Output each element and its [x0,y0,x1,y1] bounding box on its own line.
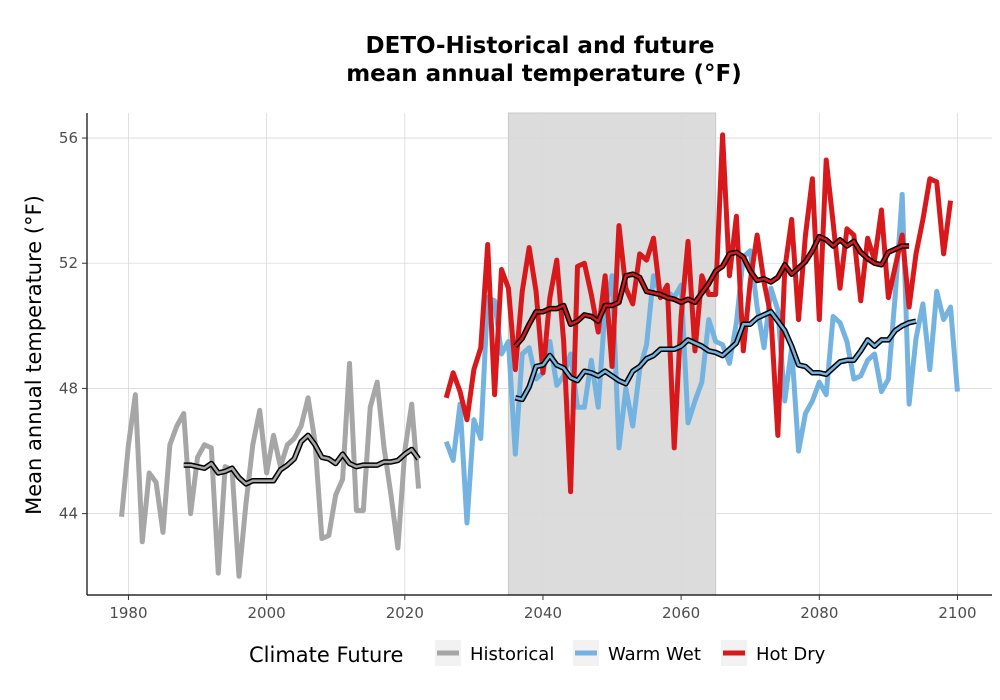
x-tick-label: 2020 [386,604,424,622]
chart-title-line1: DETO-Historical and future [366,33,715,59]
series-layer [119,132,960,579]
y-tick-label: 44 [59,505,78,523]
y-tick-label: 48 [59,379,78,397]
smooth-line-historical [183,434,420,486]
grid-layer [87,113,992,595]
legend-label-historical: Historical [470,644,554,665]
legend-label-warm-wet: Warm Wet [608,644,701,665]
x-tick-label: 2000 [248,604,286,622]
legend-label-hot-dry: Hot Dry [756,644,826,665]
x-tick-label: 2100 [938,604,976,622]
x-tick-label: 2080 [800,604,838,622]
series-line-hot-dry [443,132,954,495]
y-tick-label: 56 [59,129,78,147]
y-axis-label: Mean annual temperature (°F) [22,195,46,515]
chart-title-line2: mean annual temperature (°F) [346,61,742,87]
x-tick-label: 1980 [109,604,147,622]
x-tick-label: 2060 [662,604,700,622]
y-tick-label: 52 [59,254,78,272]
legend: Climate Future Historical Warm Wet Hot Dry [249,640,826,667]
legend-title: Climate Future [249,643,403,667]
axis-layer: 1980 2000 2020 2040 2060 2080 2100 44 48 52 56 [59,113,992,622]
series-line-historical [119,360,422,579]
series-line-warm-wet [443,191,960,526]
smooth-line-warm-wet [515,310,917,401]
x-tick-label: 2040 [524,604,562,622]
smooth-line-hot-dry [514,235,910,348]
